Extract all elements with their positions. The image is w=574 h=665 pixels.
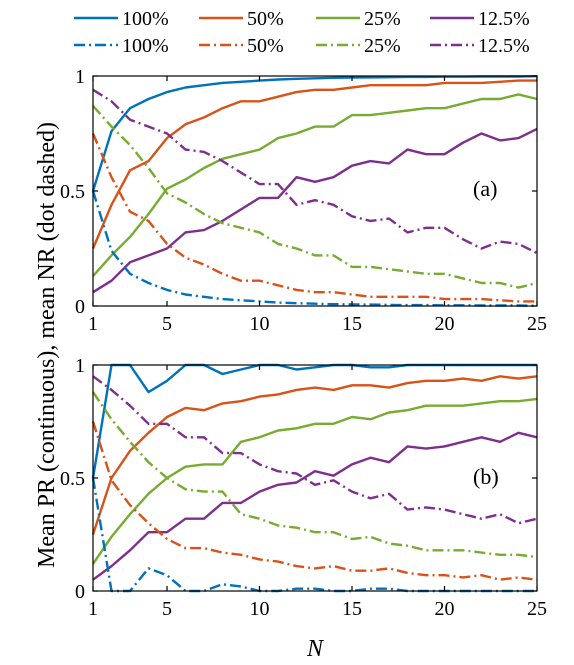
series-line-dashdot	[92, 391, 538, 559]
x-tick-label: 15	[342, 598, 362, 620]
series-line-dashdot	[91, 477, 537, 593]
x-tick-label: 15	[342, 313, 362, 335]
y-tick-label: 0.5	[60, 468, 85, 490]
x-tick-label: 1	[88, 313, 98, 335]
series-line-solid	[92, 127, 538, 294]
series-line-dashdot	[92, 88, 538, 255]
legend-label: 50%	[247, 35, 284, 57]
y-tick-label: 0	[75, 296, 85, 318]
legend-entry: 50%	[199, 8, 284, 30]
legend-entry: 100%	[74, 8, 169, 30]
legend-entry: 12.5%	[430, 35, 530, 57]
x-tick-label: 20	[435, 313, 455, 335]
legend-entry: 12.5%	[430, 8, 530, 30]
series-line-solid	[91, 375, 538, 535]
y-tick-label: 0	[75, 581, 85, 603]
legend-label: 12.5%	[478, 35, 530, 57]
legend-label: 50%	[247, 8, 284, 30]
x-tick-label: 1	[88, 598, 98, 620]
legend-label: 100%	[122, 35, 169, 57]
legend-entry: 100%	[74, 35, 169, 57]
legend-label: 25%	[364, 35, 401, 57]
series-line-solid	[92, 431, 538, 581]
series-line-dashdot	[92, 105, 538, 289]
x-tick-label: 10	[250, 313, 270, 335]
y-tick-label: 1	[75, 66, 85, 88]
axes-box	[92, 364, 538, 592]
x-axis-label: N	[306, 636, 325, 662]
legend-label: 100%	[122, 8, 169, 30]
legend-entry: 50%	[199, 35, 284, 57]
x-tick-label: 5	[162, 598, 172, 620]
x-tick-label: 25	[527, 313, 547, 335]
x-tick-label: 20	[435, 598, 455, 620]
series-line-solid	[91, 79, 537, 249]
legend-entry: 25%	[316, 35, 401, 57]
panel-label: (a)	[473, 176, 497, 201]
series-line-dashdot	[91, 133, 537, 303]
series-line-dashdot	[92, 375, 538, 525]
panel-label: (b)	[473, 464, 499, 489]
series-line-solid	[92, 93, 538, 277]
series-line-dashdot	[91, 190, 538, 307]
legend-label: 12.5%	[478, 8, 530, 30]
series-line-solid	[91, 75, 538, 192]
legend-label: 25%	[364, 8, 401, 30]
x-tick-label: 25	[527, 598, 547, 620]
x-tick-label: 10	[250, 598, 270, 620]
y-tick-label: 0.5	[60, 181, 85, 203]
series-line-solid	[91, 363, 537, 479]
series-line-dashdot	[91, 421, 538, 581]
y-axis-label: Mean PR (continuous), mean NR (dot dashe…	[34, 122, 60, 568]
legend-entry: 25%	[316, 8, 401, 30]
axes-box	[92, 75, 538, 307]
x-tick-label: 5	[162, 313, 172, 335]
legend: 100% 50% 25% 12.5% 100% 50% 25% 12.5%	[74, 8, 530, 57]
y-tick-label: 1	[75, 355, 85, 377]
